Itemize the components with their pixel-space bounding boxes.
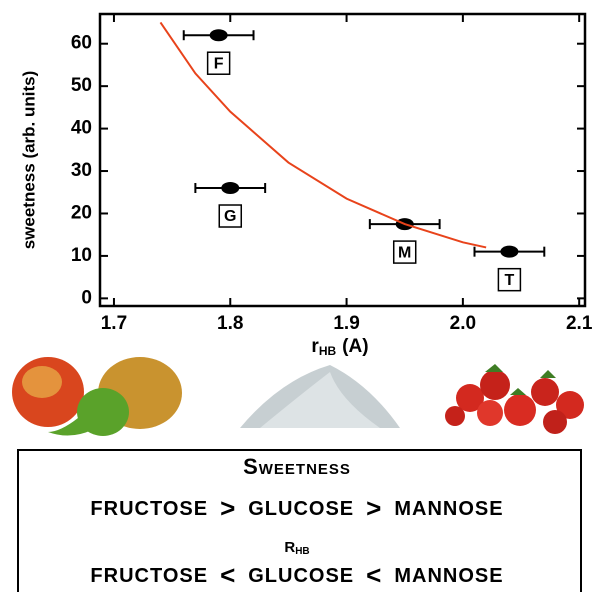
order-item: MANNOSE xyxy=(394,498,503,520)
order-item: > xyxy=(366,493,382,523)
order-item: FRUCTOSE xyxy=(90,565,208,587)
point xyxy=(500,245,519,258)
y-tick-label: 40 xyxy=(71,118,92,139)
x-tick-label: 2.0 xyxy=(450,313,476,334)
x-tick-label: 1.9 xyxy=(333,313,359,334)
y-tick-label: 60 xyxy=(71,33,92,54)
order-item: < xyxy=(366,560,382,590)
summary-title: Sweetness xyxy=(243,454,351,479)
point xyxy=(221,182,240,195)
sweetness-order: FRUCTOSE > GLUCOSE > MANNOSE xyxy=(90,493,503,523)
y-tick-label: 0 xyxy=(81,287,92,308)
x-tick-label: 1.8 xyxy=(217,313,243,334)
point xyxy=(209,29,228,42)
fit-curve xyxy=(159,21,487,249)
rhb-order: FRUCTOSE < GLUCOSE < MANNOSE xyxy=(90,560,503,590)
rhb-sub: HB xyxy=(295,546,309,557)
order-item: MANNOSE xyxy=(394,565,503,587)
y-tick-label: 20 xyxy=(71,202,92,223)
label-box xyxy=(497,267,522,292)
fruit-image xyxy=(12,357,182,436)
label-box xyxy=(218,204,243,228)
x-tick-label: 1.7 xyxy=(101,313,127,334)
label-box xyxy=(206,51,231,75)
x-label-sub: HB xyxy=(319,344,337,358)
rhb-main: R xyxy=(284,539,295,556)
y-tick-label: 30 xyxy=(71,160,92,181)
sugar-image xyxy=(240,365,400,428)
x-tick-label: 2.1 xyxy=(566,313,593,334)
strawberry-image xyxy=(445,364,584,434)
y-axis-label: sweetness (arb. units) xyxy=(19,71,38,250)
x-axis-label: rHB (A) xyxy=(311,336,368,358)
label-box xyxy=(392,240,417,264)
order-item: < xyxy=(220,560,236,590)
point-label: F xyxy=(214,55,224,72)
y-tick-label: 10 xyxy=(71,245,92,266)
x-label-unit: (A) xyxy=(342,336,368,357)
y-tick-label: 50 xyxy=(71,75,92,96)
point-label: G xyxy=(224,208,236,225)
point-label: T xyxy=(505,272,515,289)
summary-box xyxy=(17,449,582,597)
plot: 0 10 20 30 40 50 60 1.7 1.8 1.9 2.0 2.1 F G M T xyxy=(71,14,593,334)
order-item: FRUCTOSE xyxy=(90,498,208,520)
x-label-main: r xyxy=(311,336,319,357)
order-item: GLUCOSE xyxy=(248,498,354,520)
rhb-title: RHB xyxy=(284,539,309,557)
order-item: GLUCOSE xyxy=(248,565,354,587)
point-label: M xyxy=(398,244,411,261)
plot-frame xyxy=(98,12,587,308)
order-item: > xyxy=(220,493,236,523)
